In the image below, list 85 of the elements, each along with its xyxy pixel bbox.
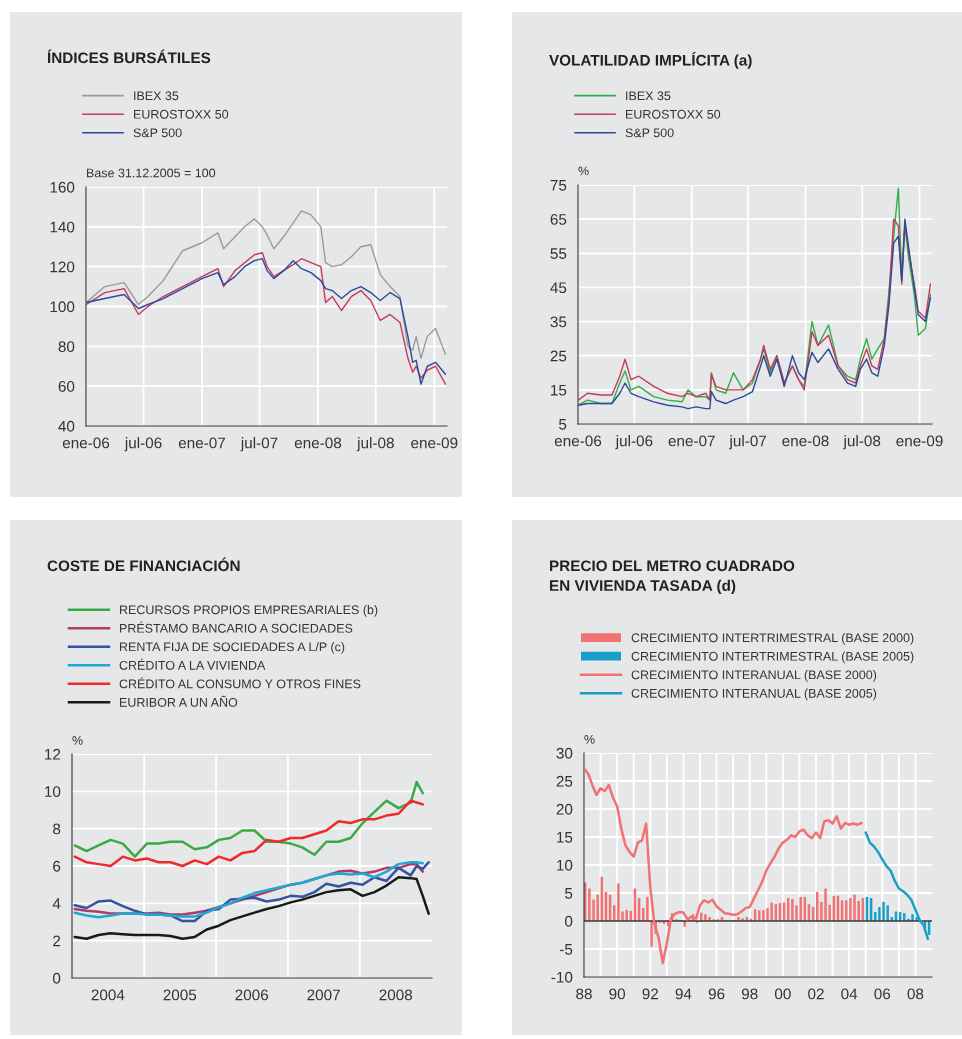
x-tick-label: jul-06: [615, 435, 653, 450]
chart-title: VOLATILIDAD IMPLÍCITA (a): [549, 52, 752, 69]
y-tick-label: 65: [550, 214, 567, 225]
x-tick-label: jul-07: [240, 437, 278, 452]
x-tick-label: jul-07: [729, 435, 767, 450]
y-tick-label: 0: [564, 915, 573, 927]
x-tick-label: 96: [708, 988, 725, 1000]
y-tick-label: 15: [557, 832, 573, 843]
x-tick-label: 2008: [379, 989, 413, 1001]
x-tick-label: 92: [642, 988, 659, 1000]
y-tick-label: 35: [550, 316, 567, 328]
x-tick-label: 08: [907, 988, 924, 1000]
y-tick-label: -5: [559, 944, 573, 955]
y-tick-label: 25: [556, 775, 573, 787]
x-tick-label: ene-08: [782, 435, 829, 447]
y-tick-label: 10: [45, 786, 61, 798]
x-tick-label: 90: [609, 988, 626, 1000]
legend-label: IBEX 35: [626, 91, 671, 101]
x-tick-label: 2007: [307, 989, 340, 1001]
legend-label: CRÉDITO AL CONSUMO Y OTROS FINES: [119, 677, 361, 689]
y-tick-label: 140: [50, 221, 75, 233]
y-tick-label: 25: [550, 350, 567, 362]
x-tick-label: 88: [576, 988, 592, 1000]
x-tick-label: ene-07: [668, 435, 715, 447]
x-tick-label: jul-06: [124, 437, 162, 452]
y-tick-label: 20: [556, 803, 573, 815]
x-tick-label: ene-06: [554, 435, 602, 447]
legend-label: RENTA FIJA DE SOCIEDADES A L/P (c): [120, 642, 345, 654]
y-tick-label: 5: [565, 888, 573, 899]
y-tick-label: 55: [550, 248, 567, 259]
y-tick-label: 60: [58, 381, 75, 392]
y-tick-label: 10: [557, 859, 573, 871]
x-tick-label: 00: [774, 988, 791, 1000]
x-tick-label: 98: [741, 988, 758, 1000]
x-tick-label: jul-08: [356, 437, 394, 452]
x-tick-label: ene-08: [294, 437, 342, 449]
x-tick-label: ene-06: [62, 437, 110, 449]
y-tick-label: 5: [559, 419, 567, 430]
legend-label: CRÉDITO A LA VIVIENDA: [119, 658, 266, 670]
y-tick-label: 40: [58, 420, 75, 432]
y-tick-label: 2: [53, 935, 61, 947]
legend-label: RECURSOS PROPIOS EMPRESARIALES (b): [120, 605, 378, 617]
legend-label: S&P 500: [133, 128, 182, 138]
chart-title: ÍNDICES BURSÁTILES: [47, 49, 211, 64]
y-tick-label: 75: [550, 180, 567, 191]
y-tick-label: 45: [550, 282, 567, 294]
legend-label: CRECIMIENTO INTERANUAL (BASE 2000): [631, 670, 877, 682]
x-tick-label: jul-08: [843, 435, 881, 450]
legend-label: EURIBOR A UN AÑO: [120, 695, 238, 707]
legend-label: CRECIMIENTO INTERANUAL (BASE 2005): [631, 688, 877, 701]
legend-label: S&P 500: [625, 128, 674, 138]
x-tick-label: ene-09: [896, 435, 943, 447]
x-tick-label: 06: [874, 988, 891, 1000]
x-tick-label: 02: [808, 988, 824, 1000]
x-tick-label: 2006: [235, 989, 269, 1001]
legend-label: EUROSTOXX 50: [626, 109, 721, 119]
chart-title: PRECIO DEL METRO CUADRADO EN VIVIENDA TASADA (d): [550, 560, 795, 595]
y-axis-title: %: [578, 166, 589, 176]
y-tick-label: 100: [50, 301, 75, 313]
x-tick-label: ene-09: [411, 437, 458, 449]
x-tick-label: 94: [675, 988, 692, 1000]
x-tick-label: 04: [841, 988, 858, 1000]
y-axis-title: %: [72, 736, 83, 745]
y-tick-label: -10: [551, 971, 573, 983]
x-tick-label: 2004: [91, 989, 125, 1001]
y-tick-label: 160: [50, 181, 75, 193]
y-tick-label: 30: [556, 747, 573, 759]
chart-title: COSTE DE FINANCIACIÓN: [47, 557, 240, 572]
y-tick-label: 4: [52, 898, 61, 909]
legend-label: PRÉSTAMO BANCARIO A SOCIEDADES: [120, 621, 353, 633]
y-tick-label: 15: [551, 384, 567, 396]
legend-label: CRECIMIENTO INTERTRIMESTRAL (BASE 2005): [631, 651, 914, 664]
y-axis-title: Base 31.12.2005 = 100: [87, 168, 216, 178]
y-tick-label: 6: [53, 860, 61, 872]
y-tick-label: 80: [58, 341, 75, 353]
legend-label: CRECIMIENTO INTERTRIMESTRAL (BASE 2000): [631, 633, 914, 645]
legend-label: EUROSTOXX 50: [134, 109, 229, 119]
x-tick-label: ene-07: [178, 437, 226, 449]
y-axis-title: %: [584, 735, 595, 744]
y-tick-label: 8: [53, 823, 61, 835]
y-tick-label: 0: [52, 972, 61, 984]
legend-label: IBEX 35: [134, 91, 179, 101]
y-tick-label: 120: [50, 261, 75, 273]
x-tick-label: 2005: [163, 989, 197, 1001]
y-tick-label: 12: [45, 748, 61, 760]
